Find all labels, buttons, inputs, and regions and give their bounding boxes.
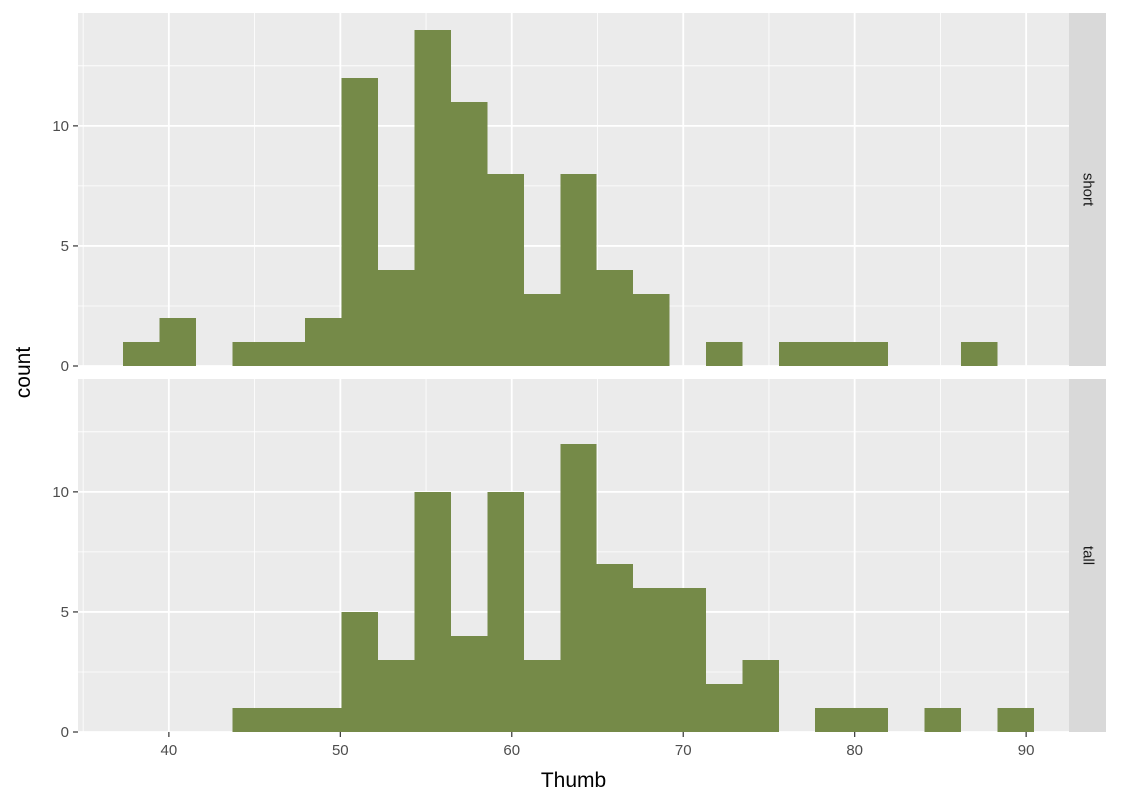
x-tick-label: 80 (846, 742, 863, 759)
y-axis-title: count (12, 347, 35, 399)
y-tick-label: 10 (52, 118, 69, 135)
x-tick-label: 40 (161, 742, 178, 759)
histogram-bar (815, 707, 852, 732)
y-tick-label: 0 (61, 358, 69, 375)
facet-strip (1069, 379, 1106, 732)
y-tick-label: 10 (52, 484, 69, 501)
x-axis: 40 50 60 70 80 90 (161, 732, 1035, 759)
y-tick-label: 5 (61, 238, 69, 255)
x-tick-label: 50 (332, 742, 349, 759)
facet-strip (1069, 13, 1106, 366)
histogram-bar (450, 635, 488, 732)
y-tick-label: 0 (61, 724, 69, 741)
x-tick-label: 90 (1018, 742, 1035, 759)
histogram-bar (596, 563, 634, 732)
histogram-bar (232, 341, 269, 366)
histogram-bar (487, 491, 524, 732)
histogram-bar (596, 269, 634, 366)
histogram-bar (633, 293, 670, 366)
y-tick-label: 5 (61, 604, 69, 621)
histogram-bar (123, 341, 160, 366)
facet-panel-tall: 0 5 10 tall (52, 379, 1106, 741)
histogram-bar (742, 659, 779, 732)
histogram-bar (523, 293, 561, 366)
histogram-bar (633, 587, 670, 732)
histogram-bar (560, 443, 597, 732)
facet-strip-label: tall (1080, 546, 1097, 565)
histogram-bar (487, 173, 524, 366)
histogram-bar (960, 341, 998, 366)
x-axis-title: Thumb (541, 769, 606, 792)
facet-panels: 0 5 10 short 0 5 10 tall (52, 13, 1106, 741)
histogram-bar (268, 707, 306, 732)
histogram-bar (851, 341, 889, 366)
histogram-bar (305, 317, 342, 366)
histogram-bar (669, 587, 707, 732)
histogram-bar (414, 491, 451, 732)
histogram-bar (414, 29, 451, 367)
histogram-bar (815, 341, 852, 366)
histogram-bar (341, 611, 379, 732)
histogram-bar (706, 683, 743, 732)
histogram-bar (232, 707, 269, 732)
histogram-bar (268, 341, 306, 366)
x-tick-label: 60 (503, 742, 520, 759)
histogram-bar (778, 341, 816, 366)
histogram-bar (159, 317, 196, 366)
histogram-bar (341, 77, 379, 366)
histogram-bar (305, 707, 342, 732)
histogram-bar (523, 659, 561, 732)
histogram-bar (450, 101, 488, 366)
histogram-bar (997, 707, 1034, 732)
histogram-bar (924, 707, 961, 732)
histogram-bar (851, 707, 889, 732)
facet-panel-short: 0 5 10 short (52, 13, 1106, 375)
histogram-bar (560, 173, 597, 366)
x-tick-label: 70 (675, 742, 692, 759)
histogram-bar (378, 269, 415, 366)
histogram-bar (706, 341, 743, 366)
histogram-bar (378, 659, 415, 732)
facet-strip-label: short (1080, 173, 1097, 207)
